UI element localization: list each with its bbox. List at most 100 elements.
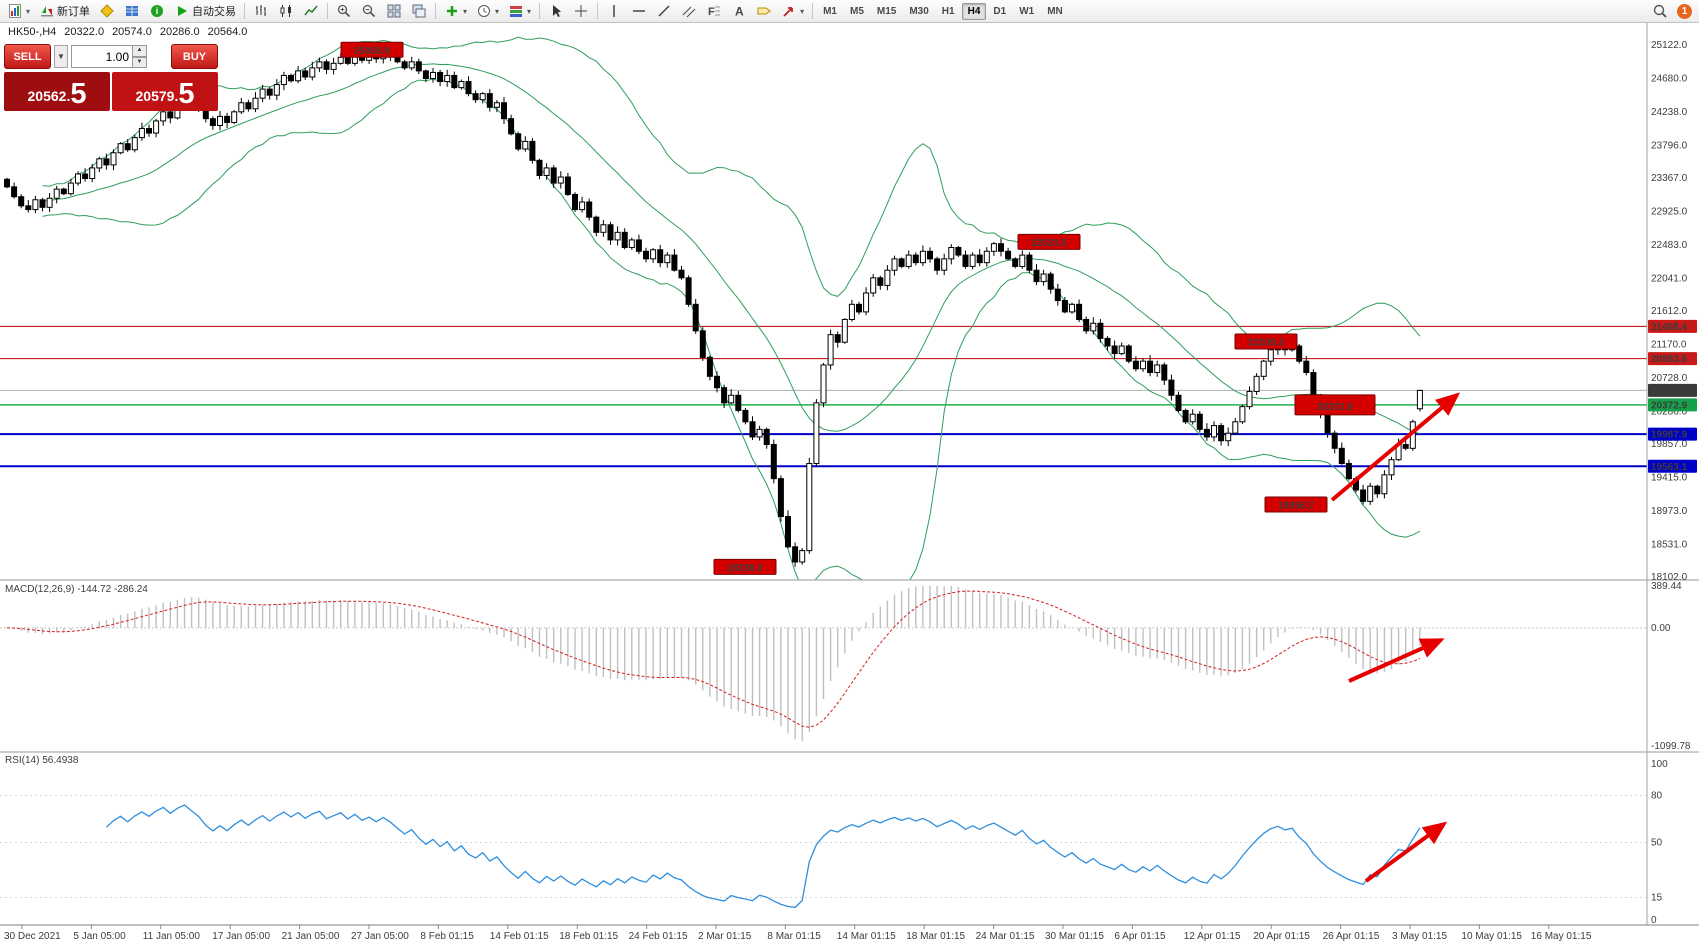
svg-text:21209.3: 21209.3	[1248, 338, 1285, 349]
data-window-button[interactable]: i	[145, 1, 169, 22]
new-order-label: 新订单	[57, 6, 91, 18]
horizontal-line-button[interactable]	[627, 1, 651, 22]
timeframe-w1-button[interactable]: W1	[1019, 5, 1035, 17]
svg-text:14 Mar 01:15: 14 Mar 01:15	[837, 931, 896, 942]
new-order-button[interactable]: 新订单	[35, 1, 94, 22]
timeframe-h1-button[interactable]: H1	[941, 5, 955, 17]
svg-text:19563.1: 19563.1	[1651, 462, 1688, 473]
horizontal-line-icon	[631, 3, 647, 19]
sell-button[interactable]: SELL	[4, 44, 51, 69]
search-button[interactable]	[1648, 1, 1672, 22]
svg-text:21408.4: 21408.4	[1651, 322, 1688, 333]
svg-text:17 Jan 05:00: 17 Jan 05:00	[212, 931, 270, 942]
chart-bars-button[interactable]	[249, 1, 273, 22]
svg-text:22925.0: 22925.0	[1651, 206, 1688, 217]
timeframe-m30-button[interactable]: M30	[909, 5, 929, 17]
price-scale-badges: 21408.4 20983.6 20564.0 20372.9 19987.9 19563…	[1648, 319, 1697, 473]
trendline-button[interactable]	[652, 1, 676, 22]
equidistant-channel-button[interactable]	[677, 1, 701, 22]
sell-price-display[interactable]: 20562. 5	[4, 72, 110, 111]
volume-input[interactable]	[71, 45, 133, 68]
metaeditor-icon	[99, 3, 115, 19]
equidistant-channel-icon	[681, 3, 697, 19]
svg-text:23367.0: 23367.0	[1651, 173, 1688, 184]
crosshair-button[interactable]	[569, 1, 593, 22]
svg-text:30 Dec 2021: 30 Dec 2021	[4, 931, 61, 942]
vertical-line-button[interactable]	[602, 1, 626, 22]
periods-button[interactable]: ▾	[472, 1, 503, 22]
zoom-out-button[interactable]	[357, 1, 381, 22]
svg-text:20372.9: 20372.9	[1317, 402, 1354, 413]
auto-trading-label: 自动交易	[192, 6, 237, 18]
metaeditor-button[interactable]	[95, 1, 119, 22]
svg-text:24 Mar 01:15: 24 Mar 01:15	[976, 931, 1035, 942]
svg-text:F: F	[708, 6, 715, 18]
templates-button[interactable]: ▾	[504, 1, 535, 22]
zoom-out-icon	[361, 3, 377, 19]
svg-text:8 Mar 01:15: 8 Mar 01:15	[767, 931, 821, 942]
svg-text:20564.0: 20564.0	[1651, 386, 1688, 397]
svg-text:24680.0: 24680.0	[1651, 73, 1688, 84]
rsi-panel	[0, 794, 1647, 909]
svg-text:12 Apr 01:15: 12 Apr 01:15	[1184, 931, 1241, 942]
new-chart-button[interactable]: ▾	[3, 1, 34, 22]
chart-ohlc-header: HK50-,H4 20322.0 20574.0 20286.0 20564.0	[8, 26, 247, 38]
auto-trading-button[interactable]: 自动交易	[170, 1, 240, 22]
chart-candles-button[interactable]	[274, 1, 298, 22]
ohlc-open: 20322.0	[64, 26, 105, 38]
svg-text:15: 15	[1651, 892, 1663, 903]
chart-line-icon	[303, 3, 319, 19]
cursor-button[interactable]	[544, 1, 568, 22]
arrows-tool-button[interactable]: ▾	[777, 1, 808, 22]
toolbar-separator	[539, 3, 541, 19]
vertical-line-icon	[606, 3, 622, 19]
new-chart-icon	[7, 3, 23, 19]
text-label-icon	[756, 3, 772, 19]
ohlc-close: 20564.0	[207, 26, 248, 38]
timeframe-mn-button[interactable]: MN	[1047, 5, 1063, 17]
timeframe-m15-button[interactable]: M15	[876, 5, 897, 17]
buy-price-display[interactable]: 20579. 5	[112, 72, 218, 111]
svg-text:26 Apr 01:15: 26 Apr 01:15	[1323, 931, 1380, 942]
market-watch-button[interactable]	[120, 1, 144, 22]
time-axis: 30 Dec 2021 5 Jan 05:00 11 Jan 05:00 17 Jan…	[4, 925, 1592, 942]
bollinger-bands	[42, 36, 1421, 580]
svg-text:18973.0: 18973.0	[1651, 506, 1688, 517]
price-annotation-labels: 25058.8 22523.5 21209.3 20372.9 19058.7 18236…	[340, 41, 1376, 575]
timeframe-d1-button[interactable]: D1	[993, 5, 1007, 17]
svg-text:20372.9: 20372.9	[1651, 400, 1688, 411]
timeframe-m5-button[interactable]: M5	[849, 5, 864, 17]
svg-text:20 Apr 01:15: 20 Apr 01:15	[1253, 931, 1310, 942]
data-window-icon: i	[149, 3, 165, 19]
svg-text:80: 80	[1651, 790, 1663, 801]
chart-line-button[interactable]	[299, 1, 323, 22]
text-label-button[interactable]	[752, 1, 776, 22]
svg-text:30 Mar 01:15: 30 Mar 01:15	[1045, 931, 1104, 942]
crosshair-icon	[573, 3, 589, 19]
indicators-button[interactable]: ▾	[440, 1, 471, 22]
trendline-icon	[656, 3, 672, 19]
svg-text:23796.0: 23796.0	[1651, 140, 1688, 151]
volume-dropdown-caret-icon[interactable]: ▼	[54, 45, 68, 68]
svg-text:18 Feb 01:15: 18 Feb 01:15	[559, 931, 618, 942]
buy-button[interactable]: BUY	[171, 44, 218, 69]
volume-decrease-button[interactable]: ▼	[133, 56, 147, 68]
svg-text:A: A	[735, 5, 744, 19]
text-button[interactable]: A	[727, 1, 751, 22]
sell-price-big-digit: 5	[70, 78, 87, 110]
timeframe-h4-button[interactable]: H4	[961, 2, 987, 20]
cascade-windows-button[interactable]	[407, 1, 431, 22]
svg-text:10 May 01:15: 10 May 01:15	[1461, 931, 1522, 942]
svg-text:25122.0: 25122.0	[1651, 40, 1688, 51]
notifications-badge[interactable]: 1	[1677, 3, 1692, 19]
dropdown-caret-icon: ▾	[495, 6, 500, 16]
zoom-in-button[interactable]	[332, 1, 356, 22]
fibonacci-button[interactable]: F	[702, 1, 726, 22]
timeframe-m1-button[interactable]: M1	[823, 5, 837, 17]
volume-increase-button[interactable]: ▲	[133, 45, 147, 57]
tile-windows-button[interactable]	[382, 1, 406, 22]
toolbar-separator	[597, 3, 599, 19]
svg-text:21170.0: 21170.0	[1651, 339, 1687, 350]
auto-trading-icon	[174, 3, 190, 19]
